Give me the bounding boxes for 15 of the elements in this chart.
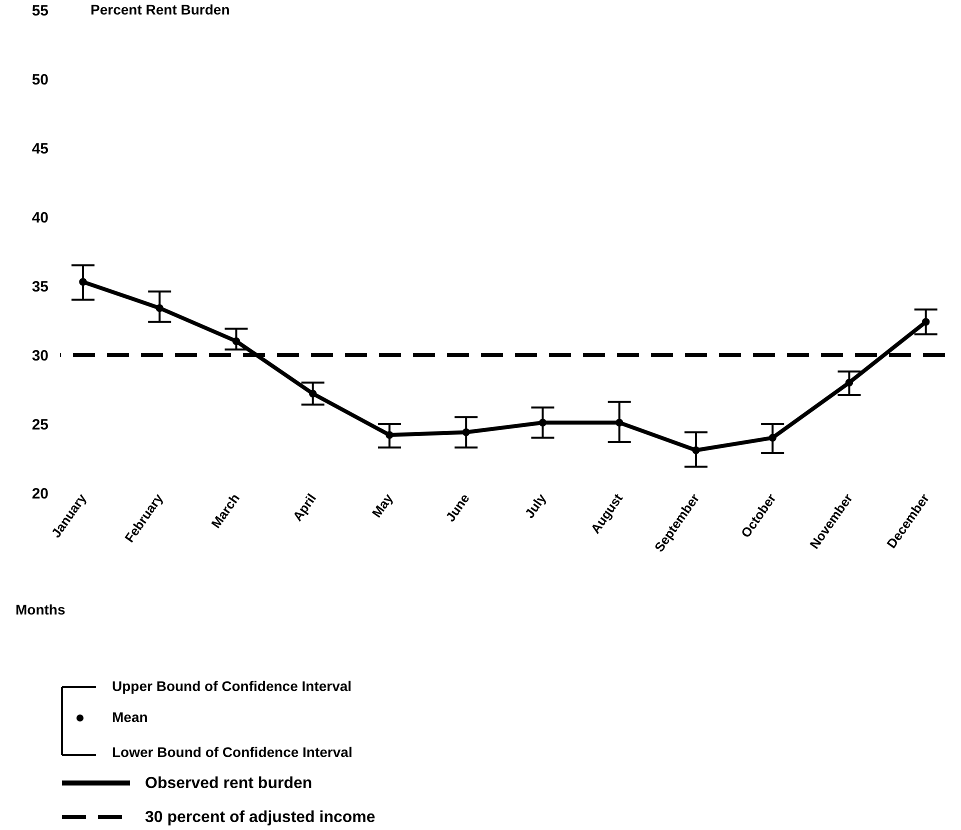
legend-label: Observed rent burden [145,775,312,792]
y-tick-label: 55 [32,2,48,20]
x-axis-title: Months [16,602,66,618]
y-tick-label: 40 [32,210,48,226]
y-tick-label: 25 [32,416,48,434]
y-tick-label: 45 [32,140,48,158]
legend-label: 30 percent of adjusted income [145,809,376,826]
y-tick-label: 50 [32,72,48,88]
y-axis-title: Percent Rent Burden [90,2,230,18]
text: Upper Bound of Confidence Interval [112,678,352,694]
text: Mean [112,709,148,725]
text: Lower Bound of Confidence Interval [112,744,352,760]
y-tick-label: 20 [32,486,48,502]
y-tick-label: 30 [32,348,48,364]
y-tick-label: 35 [32,278,48,296]
